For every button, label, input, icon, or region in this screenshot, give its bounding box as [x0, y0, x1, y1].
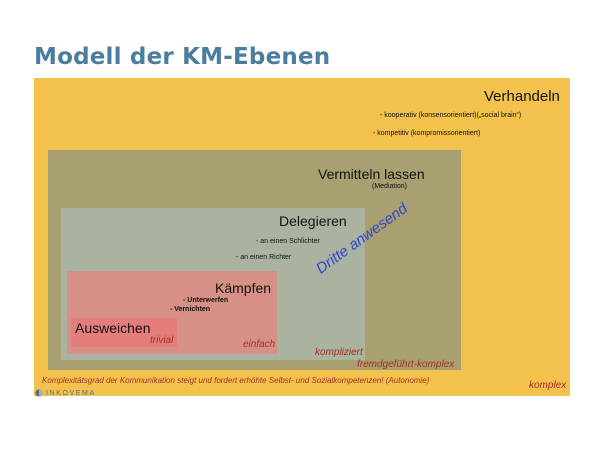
vermitteln-title: Vermitteln lassen — [318, 166, 425, 182]
verhandeln-item-1: - kooperativ (konsensorientiert)(„social… — [380, 112, 522, 119]
logo-text: INKOVEMA — [46, 389, 96, 397]
label-komplex: komplex — [529, 380, 567, 391]
kaempfen-title: Kämpfen — [215, 280, 272, 296]
label-trivial: trivial — [150, 335, 174, 346]
page-title: Modell der KM-Ebenen — [34, 44, 331, 70]
verhandeln-title: Verhandeln — [484, 88, 560, 105]
kaempfen-item-1: - Unterwerfen — [183, 297, 229, 304]
label-einfach: einfach — [243, 339, 276, 350]
delegieren-title: Delegieren — [279, 213, 347, 229]
kaempfen-item-2: - Vernichten — [170, 306, 211, 313]
verhandeln-item-2: - kompetitiv (kompromissorientiert) — [373, 130, 481, 137]
footer-note: Komplexitätsgrad der Kommunikation steig… — [42, 376, 430, 385]
label-fremdgefuehrt-komplex: fremdgeführt-komplex — [357, 359, 455, 370]
logo-mark-icon — [35, 389, 43, 397]
delegieren-item-2: - an einen Richter — [236, 254, 292, 261]
delegieren-item-1: - an einen Schlichter — [256, 238, 320, 245]
vermitteln-subtitle: (Mediation) — [372, 183, 408, 190]
ausweichen-title: Ausweichen — [75, 320, 151, 336]
layer-ausweichen — [71, 318, 177, 347]
label-kompliziert: kompliziert — [315, 347, 363, 358]
inkovema-logo: INKOVEMA — [35, 389, 96, 397]
